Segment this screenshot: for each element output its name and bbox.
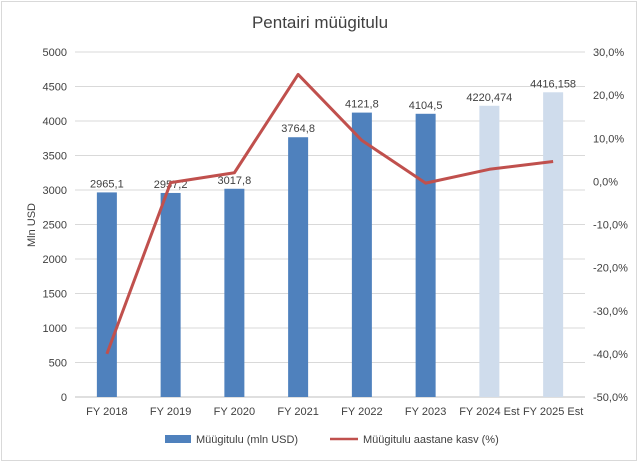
bar-data-label: 4104,5: [409, 100, 443, 112]
legend-bar-label: Müügitulu (mln USD): [196, 434, 298, 446]
legend: Müügitulu (mln USD) Müügitulu aastane ka…: [165, 434, 499, 446]
chart-title: Pentairi müügitulu: [252, 13, 388, 32]
y-axis-label: Mln USD: [26, 203, 38, 247]
y2-tick-label: -10,0%: [593, 220, 628, 232]
y-tick-label: 4000: [43, 116, 67, 128]
y-tick-label: 0: [61, 392, 67, 404]
y-tick-label: 500: [49, 358, 67, 370]
y-tick-label: 2000: [43, 254, 67, 266]
x-tick-label: FY 2019: [150, 406, 191, 418]
x-tick-label: FY 2023: [405, 406, 446, 418]
bar: [288, 137, 309, 397]
bar-data-label: 3764,8: [281, 123, 315, 135]
y2-tick-label: 30,0%: [593, 47, 624, 59]
x-tick-label: FY 2020: [214, 406, 255, 418]
y-tick-label: 2500: [43, 220, 67, 232]
bar-data-label: 4220,474: [466, 92, 512, 104]
bar: [415, 113, 436, 398]
y-tick-label: 4500: [43, 82, 67, 94]
bar-data-label: 2965,1: [90, 178, 124, 190]
bar-data-label: 3017,8: [218, 175, 252, 187]
bar: [479, 105, 500, 397]
x-tick-label: FY 2021: [277, 406, 318, 418]
y2-tick-label: 10,0%: [593, 133, 624, 145]
line-series: [105, 72, 554, 355]
y2-tick-label: 0,0%: [593, 176, 618, 188]
bar: [543, 92, 564, 397]
x-tick-label: FY 2024 Est: [459, 406, 519, 418]
y2-tick-label: -50,0%: [593, 392, 628, 404]
y-tick-label: 1500: [43, 289, 67, 301]
x-tick-label: FY 2018: [86, 406, 127, 418]
y2-tick-label: -20,0%: [593, 263, 628, 275]
bar: [96, 192, 117, 397]
y-tick-label: 1000: [43, 323, 67, 335]
bar-data-label: 4121,8: [345, 99, 379, 111]
y2-tick-label: 20,0%: [593, 90, 624, 102]
bar: [160, 192, 181, 397]
y-tick-label: 5000: [43, 47, 67, 59]
x-tick-label: FY 2022: [341, 406, 382, 418]
x-axis-ticks: FY 2018 FY 2019 FY 2020 FY 2021 FY 2022 FY 20…: [86, 406, 583, 418]
bar: [224, 188, 245, 397]
gridlines: [75, 51, 585, 398]
bar-series: [96, 92, 564, 398]
y-tick-label: 3000: [43, 185, 67, 197]
bar: [351, 112, 372, 398]
legend-line-label: Müügitulu aastane kasv (%): [363, 434, 499, 446]
y2-tick-label: -30,0%: [593, 306, 628, 318]
y-tick-label: 3500: [43, 151, 67, 163]
y2-axis-ticks: -50,0% -40,0% -30,0% -20,0% -10,0% 0,0% 10,0% 2…: [593, 47, 628, 404]
y2-tick-label: -40,0%: [593, 349, 628, 361]
legend-bar-swatch: [165, 435, 191, 443]
y-axis-ticks: 0 500 1000 1500 2000 2500 3000 3500 4000 4500 5000: [43, 47, 67, 404]
x-tick-label: FY 2025 Est: [523, 406, 583, 418]
growth-line: [105, 72, 554, 355]
bar-data-label: 4416,158: [530, 78, 576, 90]
